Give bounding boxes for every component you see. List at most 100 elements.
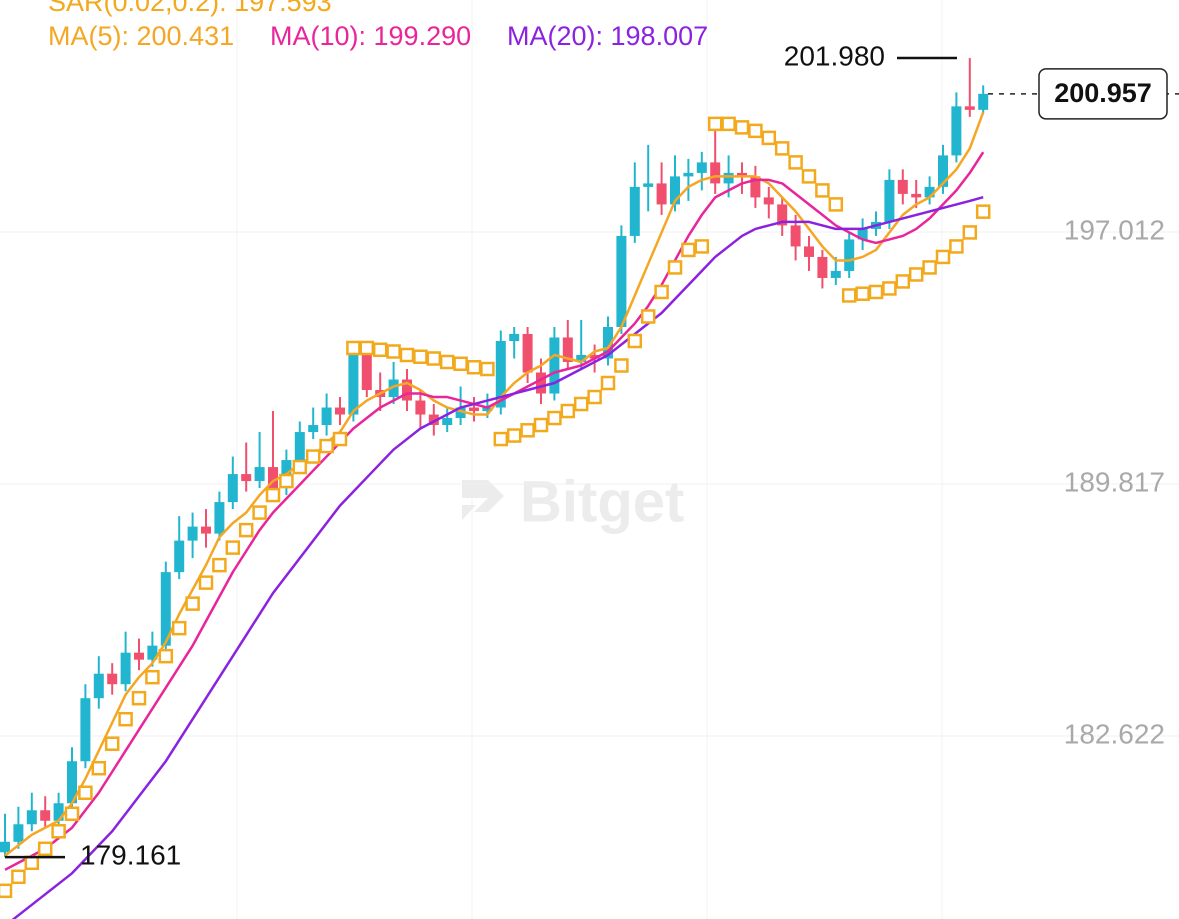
candle-body	[817, 256, 828, 278]
candle-body	[67, 761, 77, 804]
candle-body	[254, 467, 265, 482]
sar-dot	[788, 155, 803, 170]
sar-dot	[962, 225, 978, 240]
sar-dot	[815, 183, 830, 198]
sar-dot	[721, 116, 736, 132]
time-grid	[236, 0, 943, 919]
candle-body	[268, 467, 278, 489]
sar-dot	[707, 116, 723, 132]
sar-dot	[238, 522, 254, 538]
candle-body	[361, 354, 372, 391]
candle-body	[723, 172, 734, 184]
last-price-label: 200.957	[1054, 78, 1152, 108]
candle-body	[53, 803, 64, 821]
candle-body	[737, 172, 747, 177]
candle-body	[844, 239, 855, 271]
candle-body	[656, 183, 667, 205]
sar-dot	[413, 349, 428, 365]
sar-dot	[158, 648, 174, 664]
sar-dot	[104, 736, 120, 751]
sar-dot	[265, 487, 281, 503]
sar-dot	[975, 204, 991, 219]
sar-dot	[332, 431, 348, 447]
sar-dot	[908, 267, 924, 282]
candle-body	[938, 155, 948, 187]
sar-dot	[761, 130, 777, 146]
legend-entry: MA(10): 199.290	[270, 21, 471, 51]
candle-body	[294, 432, 305, 461]
candle-body	[629, 186, 640, 236]
candle-body	[388, 379, 399, 398]
sar-dot	[346, 340, 361, 356]
sar-dot	[185, 596, 200, 611]
sar-dot	[359, 340, 375, 356]
sar-dot	[252, 505, 267, 520]
sar-dot	[466, 360, 482, 375]
sar-dot	[654, 284, 669, 300]
candle-body	[683, 172, 694, 177]
sar-dot	[882, 281, 897, 296]
sar-dot	[171, 620, 187, 636]
sar-dot	[627, 333, 643, 349]
candle-body	[951, 106, 962, 156]
candle-body	[924, 186, 935, 198]
watermark-text: Bitget	[520, 469, 684, 534]
sar-dot	[426, 351, 442, 366]
sar-dot	[748, 123, 763, 139]
candle-body	[214, 502, 225, 534]
candle-body	[415, 400, 426, 415]
sar-dot	[37, 841, 53, 857]
y-tick-label: 182.622	[1064, 718, 1165, 749]
candle-body	[911, 193, 922, 198]
sar-dot	[292, 459, 308, 475]
candle-body	[241, 474, 252, 482]
candle-body	[576, 354, 587, 363]
sar-dot	[145, 669, 160, 685]
sar-dot	[600, 375, 616, 391]
sar-dot	[841, 288, 857, 303]
sar-dot	[949, 239, 964, 254]
last-price-box	[1038, 68, 1168, 120]
candle-body	[884, 179, 895, 222]
sar-dot	[533, 417, 549, 433]
sar-dot	[212, 557, 227, 573]
candle-body	[710, 162, 721, 184]
sar-dot	[855, 286, 870, 301]
sar-dot	[935, 249, 951, 265]
sar-dot	[279, 473, 294, 489]
sar-dot	[573, 396, 589, 412]
candle-body	[897, 179, 908, 194]
candle-body	[495, 340, 506, 408]
sar-dot	[694, 239, 710, 254]
candle-body	[80, 698, 91, 762]
sar-dot	[64, 806, 80, 822]
sar-dot	[895, 274, 911, 289]
sar-dot	[386, 344, 401, 359]
sar-dot	[681, 242, 696, 258]
candle-body	[696, 162, 707, 173]
candle-body	[227, 474, 238, 503]
sar-dot	[453, 356, 468, 372]
sar-dot	[399, 347, 415, 363]
candle-body	[643, 183, 654, 187]
sar-dot	[372, 342, 388, 357]
high-marker-label: 201.980	[784, 40, 885, 71]
sar-dot	[319, 438, 334, 454]
sar-dot	[78, 785, 93, 801]
ma-line	[4, 151, 985, 871]
sar-dot	[734, 120, 750, 135]
candle-body	[187, 526, 198, 541]
candle-body	[93, 673, 104, 699]
sar-dot	[547, 410, 562, 426]
candle-body	[509, 333, 520, 341]
sar-dot	[520, 423, 535, 438]
candle-body	[830, 270, 841, 278]
candle-body	[348, 354, 359, 415]
sar-dot	[51, 824, 66, 839]
sar-dot	[640, 309, 656, 324]
candle-body	[26, 810, 37, 825]
sar-dot	[305, 449, 321, 464]
sar-dot	[922, 260, 937, 275]
